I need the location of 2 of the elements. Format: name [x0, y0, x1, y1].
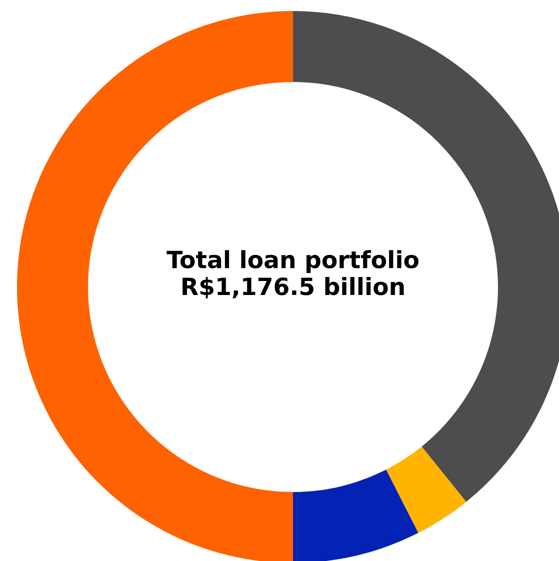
text: R$1,176.5 billion	[182, 277, 404, 298]
text: Total loan portfolio	[166, 250, 418, 273]
